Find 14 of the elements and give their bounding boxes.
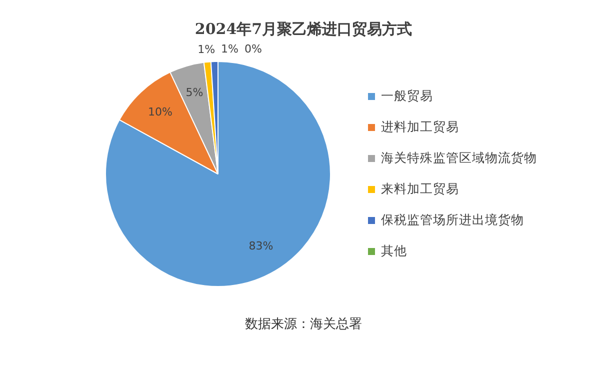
data-label: 5% <box>186 86 204 99</box>
legend-label: 来料加工贸易 <box>381 181 459 198</box>
chart-title: 2024年7月聚乙烯进口贸易方式 <box>194 19 414 39</box>
legend-label: 海关特殊监管区域物流货物 <box>381 150 537 167</box>
source-note: 数据来源：海关总署 <box>244 316 363 333</box>
data-label: 1% <box>221 42 238 56</box>
legend-label: 保税监管场所进出境货物 <box>381 212 524 229</box>
data-label: 10% <box>148 105 172 118</box>
legend-label: 其他 <box>381 243 407 260</box>
data-label: 1% <box>198 42 216 56</box>
data-label: 83% <box>248 239 274 252</box>
text: 0% <box>244 42 262 56</box>
legend-label: 一般贸易 <box>381 88 433 105</box>
legend-label: 进料加工贸易 <box>381 119 459 136</box>
